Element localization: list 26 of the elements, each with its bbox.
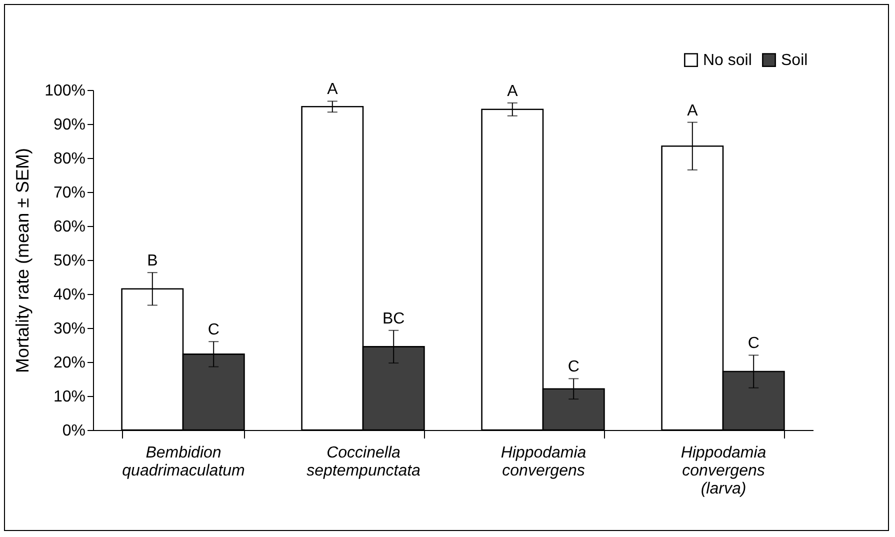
x-tick-label: Bembidion quadrimaculatum [122,444,245,480]
annotation: C [568,358,580,376]
y-tick-label: 90% [53,116,86,134]
annotation: C [208,322,220,339]
y-tick-label: 50% [53,252,86,270]
annotation: A [507,82,518,100]
annotation: C [748,335,760,352]
annotation: BC [382,310,405,328]
annotation: B [147,252,158,270]
y-tick-label: 100% [44,82,86,100]
annotation: A [327,81,338,98]
y-tick-label: 80% [53,150,86,168]
y-tick-label: 70% [53,184,86,202]
x-tick-label: Hippodamia convergens [500,444,586,480]
y-tick-label: 0% [62,422,86,440]
y-tick-label: 30% [53,320,86,338]
y-tick-label: 60% [53,218,86,236]
x-tick-label: Coccinella septempunctata [306,444,421,480]
y-tick-label: 10% [53,388,86,406]
x-tick-label: Hippodamia convergens (larva) [680,444,766,498]
y-axis-title: Mortality rate (mean ± SEM) [12,148,33,373]
legend-label: Soil [781,52,808,70]
annotation: A [687,102,698,120]
legend-label: No soil [703,52,752,70]
y-tick-label: 40% [53,286,86,304]
y-tick-label: 20% [53,354,86,372]
